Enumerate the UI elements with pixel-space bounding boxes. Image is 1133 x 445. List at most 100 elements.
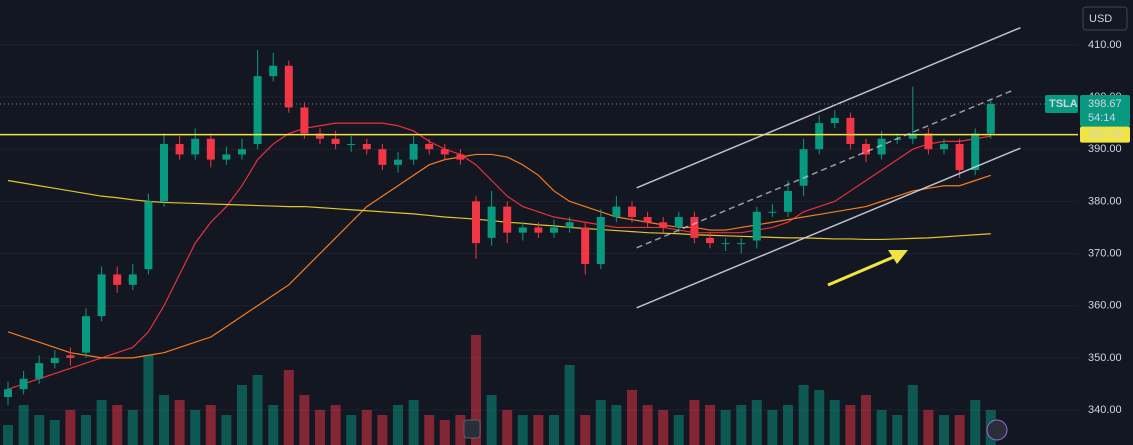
candle-body — [175, 143, 184, 155]
volume-bar — [627, 390, 637, 445]
volume-bar — [424, 415, 435, 445]
volume-bar — [892, 415, 903, 445]
axis-layer: 340.00350.00360.00370.00380.00390.00400.… — [1045, 39, 1130, 416]
candle-body — [269, 65, 278, 77]
volume-bar — [455, 415, 466, 445]
candle-body — [690, 217, 699, 238]
candle-body — [4, 389, 12, 398]
channel-line — [636, 89, 1015, 249]
candle-body — [830, 117, 839, 124]
candle-body — [253, 76, 262, 144]
candle-body — [97, 274, 106, 317]
candle-body — [378, 149, 387, 165]
volume-bar — [673, 415, 684, 445]
moving-average — [7, 153, 991, 359]
price-axis — [1078, 0, 1133, 445]
candle-body — [643, 217, 652, 223]
candle-body — [550, 227, 558, 233]
volume-bar — [845, 405, 856, 445]
candle-body — [425, 143, 434, 150]
volume-bar — [767, 410, 778, 445]
y-tick-label: 380.00 — [1088, 195, 1122, 207]
symbol: TSLA — [1049, 98, 1078, 110]
candle-body — [971, 133, 980, 171]
candle-body — [503, 206, 512, 233]
volume-bar — [642, 405, 653, 445]
symbol-tag — [1045, 94, 1078, 113]
volume-bar — [315, 410, 325, 445]
candle-body — [768, 211, 777, 213]
volume-bar — [159, 395, 169, 445]
volume-bar — [595, 400, 606, 445]
y-tick-label: 390.00 — [1088, 143, 1122, 155]
volume-bar — [143, 355, 154, 445]
volume-bar — [861, 395, 871, 445]
candle-body — [706, 237, 714, 244]
candle-body — [534, 227, 543, 233]
volume-bar — [393, 405, 403, 445]
volume-bar — [939, 415, 949, 445]
candle-body — [877, 138, 886, 155]
countdown: 54:14 — [1088, 112, 1116, 124]
candle-body — [908, 133, 917, 139]
candle-body — [581, 227, 590, 264]
candle-body — [674, 217, 683, 228]
volume-bar — [221, 415, 232, 445]
level-tag — [1080, 126, 1130, 143]
y-tick-label: 360.00 — [1088, 300, 1122, 312]
candle-body — [487, 206, 496, 238]
price-tag — [1080, 94, 1130, 127]
arrow — [827, 254, 897, 287]
volume-bar — [923, 410, 934, 445]
volume-bar — [408, 400, 419, 445]
candle-body — [799, 149, 808, 186]
volume-bar — [814, 390, 825, 445]
candle-body — [518, 227, 527, 233]
volume-bar — [34, 415, 45, 445]
last-price: 398.67 — [1088, 98, 1122, 110]
volume-bar — [658, 410, 669, 445]
candle-body — [628, 206, 636, 218]
candle-body — [35, 363, 44, 379]
candle-body — [347, 143, 356, 145]
arrow-head — [888, 250, 908, 264]
volume-bar — [3, 425, 13, 445]
candle-body — [144, 201, 153, 270]
candle-body — [160, 143, 168, 202]
volume-bar — [81, 415, 91, 445]
y-tick-label: 410.00 — [1088, 39, 1122, 51]
candle-body — [862, 143, 870, 155]
candle-body — [815, 123, 824, 150]
volume-bar — [237, 385, 247, 445]
candle-body — [784, 190, 792, 212]
volume-bar — [49, 420, 60, 445]
volume-bar — [611, 405, 622, 445]
candle-body — [238, 149, 246, 155]
candle-body — [82, 316, 90, 353]
candle-body — [19, 378, 28, 390]
candle-body — [940, 143, 948, 150]
volume-bar — [876, 410, 887, 445]
candle-body — [394, 159, 402, 165]
volume-bar — [330, 405, 341, 445]
volume-bar — [533, 415, 544, 445]
volume-bar — [377, 415, 388, 445]
lightning-icon[interactable] — [986, 419, 1008, 441]
currency-button[interactable] — [1082, 6, 1128, 31]
indicator-layer — [7, 122, 991, 390]
candle-body — [596, 217, 605, 264]
y-tick-label: 370.00 — [1088, 247, 1122, 259]
candle-body — [986, 103, 995, 134]
candle-body — [50, 357, 59, 364]
volume-bar — [829, 400, 840, 445]
candle-body — [362, 143, 371, 150]
volume-bar — [112, 405, 123, 445]
earnings-icon[interactable] — [463, 419, 481, 439]
candle-body — [440, 149, 449, 155]
volume-bar — [783, 405, 793, 445]
candle-body — [284, 65, 293, 108]
candle-body — [222, 154, 231, 160]
candle-body — [472, 201, 480, 244]
candle-body — [331, 138, 340, 144]
